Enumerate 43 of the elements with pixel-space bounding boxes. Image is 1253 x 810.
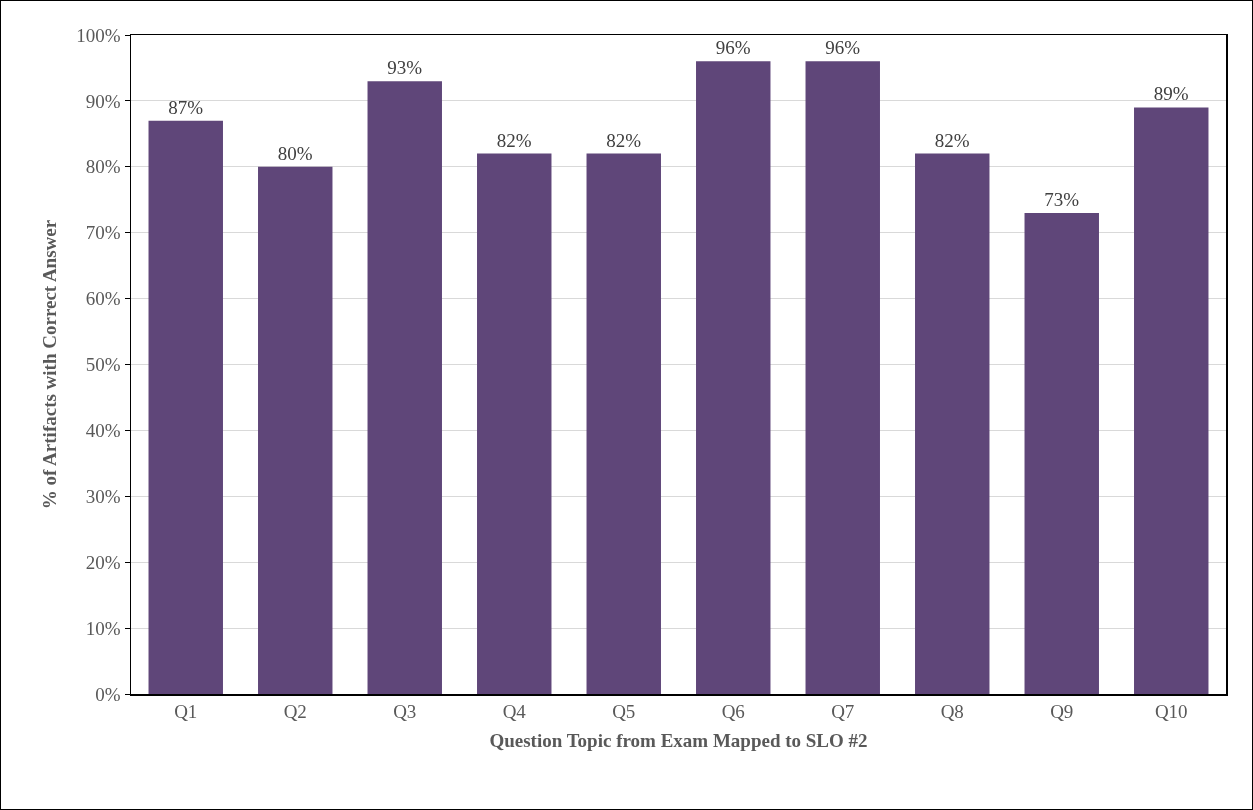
- bar: [586, 153, 661, 694]
- bar: [1134, 107, 1209, 694]
- data-label: 87%: [168, 96, 204, 118]
- y-tick-label: 20%: [85, 551, 121, 573]
- data-label: 89%: [1153, 83, 1189, 105]
- data-label: 93%: [387, 57, 423, 79]
- x-tick-label: Q8: [940, 701, 964, 723]
- bar: [367, 81, 442, 694]
- x-tick-label: Q6: [721, 701, 745, 723]
- y-tick-label: 100%: [76, 24, 121, 46]
- y-tick-label: 80%: [85, 156, 121, 178]
- bar: [1024, 212, 1099, 694]
- data-label: 80%: [277, 142, 313, 164]
- bar: [805, 61, 880, 694]
- data-label: 82%: [606, 129, 642, 151]
- data-label: 73%: [1044, 188, 1080, 210]
- bar: [915, 153, 990, 694]
- y-tick-label: 90%: [85, 90, 121, 112]
- x-tick-label: Q9: [1050, 701, 1074, 723]
- x-tick-label: Q2: [283, 701, 307, 723]
- data-label: 96%: [715, 37, 751, 59]
- bar: [258, 166, 333, 694]
- x-tick-label: Q1: [174, 701, 198, 723]
- y-tick-label: 70%: [85, 222, 121, 244]
- bar: [477, 153, 552, 694]
- y-axis-title: % of Artifacts with Correct Answer: [39, 219, 61, 510]
- x-tick-label: Q10: [1154, 701, 1188, 723]
- x-tick-label: Q5: [612, 701, 636, 723]
- y-tick-label: 30%: [85, 485, 121, 507]
- x-tick-label: Q7: [831, 701, 855, 723]
- y-tick-label: 50%: [85, 354, 121, 376]
- bar: [148, 120, 223, 694]
- bar: [696, 61, 771, 694]
- x-axis-title: Question Topic from Exam Mapped to SLO #2: [489, 729, 868, 751]
- y-tick-label: 60%: [85, 288, 121, 310]
- y-tick-label: 40%: [85, 420, 121, 442]
- data-label: 96%: [825, 37, 861, 59]
- y-tick-label: 10%: [85, 617, 121, 639]
- data-label: 82%: [496, 129, 532, 151]
- data-label: 82%: [934, 129, 970, 151]
- y-tick-label: 0%: [95, 683, 121, 705]
- x-tick-label: Q4: [502, 701, 527, 723]
- x-tick-label: Q3: [393, 701, 417, 723]
